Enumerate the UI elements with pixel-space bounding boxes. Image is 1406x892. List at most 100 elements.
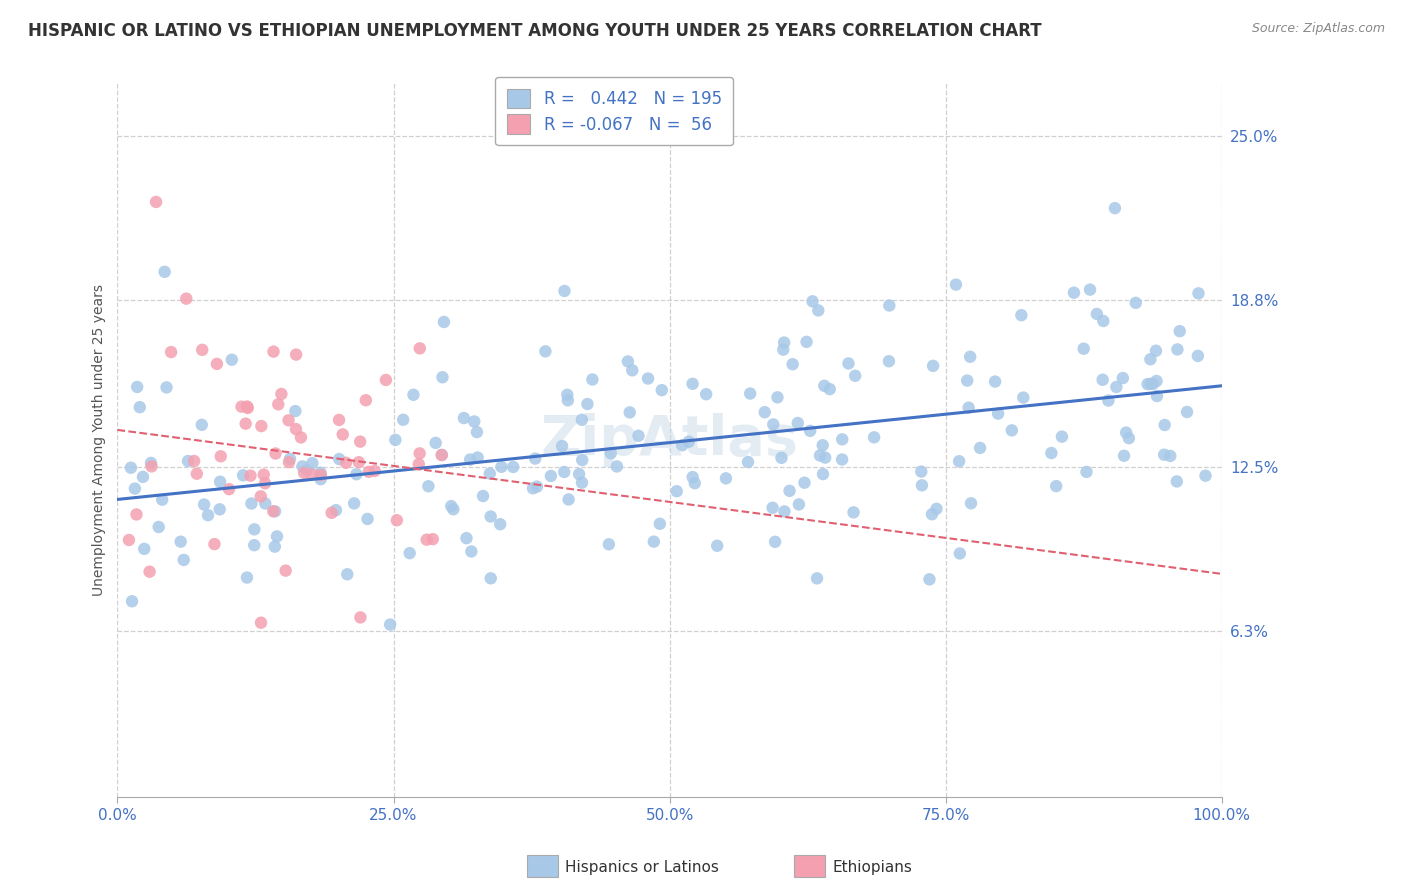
Point	[173, 553, 195, 567]
Point	[254, 496, 277, 510]
Point	[309, 472, 332, 486]
Point	[253, 467, 276, 482]
Point	[139, 456, 162, 470]
Text: Ethiopians: Ethiopians	[832, 860, 912, 874]
Point	[1001, 423, 1024, 437]
Point	[408, 457, 430, 471]
Point	[557, 492, 579, 507]
Point	[1112, 371, 1135, 385]
Point	[581, 372, 603, 386]
Point	[553, 465, 575, 479]
Point	[243, 522, 266, 536]
Point	[277, 413, 299, 427]
Point	[1142, 376, 1164, 391]
Point	[408, 446, 430, 460]
Point	[430, 448, 453, 462]
Point	[863, 430, 886, 444]
Point	[1092, 314, 1115, 328]
Point	[479, 571, 502, 585]
Point	[522, 481, 544, 495]
Point	[1076, 465, 1098, 479]
Text: ZipAtlas: ZipAtlas	[541, 413, 799, 467]
Point	[1085, 307, 1108, 321]
Point	[619, 405, 641, 419]
Point	[637, 371, 659, 385]
Point	[772, 343, 794, 357]
Point	[332, 427, 354, 442]
Point	[402, 388, 425, 402]
Point	[922, 359, 945, 373]
Point	[174, 292, 197, 306]
Point	[844, 368, 866, 383]
Point	[347, 455, 370, 469]
Point	[665, 484, 688, 499]
Point	[378, 617, 401, 632]
Point	[278, 451, 301, 466]
Point	[925, 501, 948, 516]
Point	[284, 422, 307, 436]
Point	[456, 531, 478, 545]
Point	[384, 433, 406, 447]
Point	[987, 407, 1010, 421]
Point	[204, 537, 226, 551]
Point	[773, 335, 796, 350]
Point	[1175, 405, 1198, 419]
Point	[460, 544, 482, 558]
Point	[740, 386, 762, 401]
Point	[526, 480, 548, 494]
Point	[1112, 449, 1135, 463]
Point	[264, 446, 287, 460]
Point	[121, 594, 143, 608]
Point	[706, 539, 728, 553]
Point	[250, 615, 273, 630]
Point	[762, 417, 785, 432]
Point	[960, 496, 983, 510]
Point	[1078, 283, 1101, 297]
Point	[125, 508, 148, 522]
Point	[1187, 286, 1209, 301]
Point	[418, 479, 440, 493]
Point	[266, 529, 288, 543]
Point	[357, 465, 380, 479]
Point	[208, 502, 231, 516]
Point	[811, 467, 834, 481]
Point	[1159, 449, 1181, 463]
Point	[263, 344, 285, 359]
Point	[118, 533, 141, 547]
Point	[263, 540, 285, 554]
Point	[621, 363, 644, 377]
Point	[134, 541, 156, 556]
Point	[1063, 285, 1085, 300]
Point	[236, 401, 259, 415]
Point	[285, 348, 308, 362]
Point	[183, 454, 205, 468]
Point	[170, 534, 193, 549]
Point	[1104, 201, 1126, 215]
Point	[779, 483, 801, 498]
Point	[374, 373, 396, 387]
Point	[796, 334, 818, 349]
Point	[243, 538, 266, 552]
Point	[754, 405, 776, 419]
Point	[773, 504, 796, 518]
Point	[467, 450, 489, 465]
Point	[191, 343, 214, 357]
Point	[328, 452, 350, 467]
Point	[598, 537, 620, 551]
Point	[651, 383, 673, 397]
Point	[209, 450, 232, 464]
Point	[1091, 373, 1114, 387]
Point	[807, 303, 830, 318]
Point	[441, 502, 464, 516]
Point	[120, 460, 142, 475]
Point	[267, 397, 290, 411]
Point	[231, 400, 253, 414]
Point	[1153, 417, 1175, 432]
Point	[1166, 343, 1188, 357]
Point	[842, 505, 865, 519]
Point	[270, 387, 292, 401]
Point	[354, 393, 377, 408]
Text: Hispanics or Latinos: Hispanics or Latinos	[565, 860, 718, 874]
Point	[571, 453, 593, 467]
Point	[831, 452, 853, 467]
